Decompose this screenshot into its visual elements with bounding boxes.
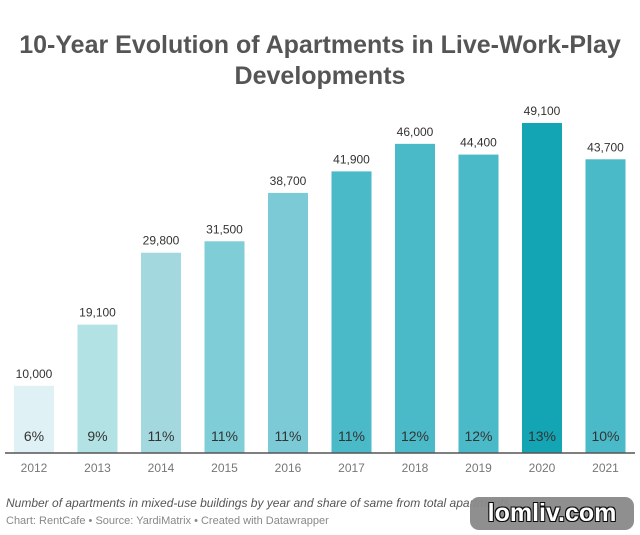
- share-label: 11%: [211, 428, 238, 444]
- value-label: 46,000: [397, 125, 434, 139]
- share-label: 11%: [338, 428, 365, 444]
- bar-2020: [522, 123, 562, 453]
- value-label: 10,000: [16, 367, 53, 381]
- bar-2015: [204, 241, 245, 453]
- share-label: 12%: [464, 428, 492, 444]
- share-label: 11%: [275, 428, 302, 444]
- bar-2019: [458, 154, 499, 453]
- bar-2013: [77, 324, 118, 453]
- x-tick-label: 2021: [592, 461, 619, 475]
- x-tick-label: 2015: [211, 461, 238, 475]
- x-tick-label: 2018: [402, 461, 429, 475]
- x-tick-label: 2012: [21, 461, 48, 475]
- value-label: 19,100: [79, 306, 116, 320]
- bar-2014: [141, 252, 181, 453]
- value-label: 41,900: [333, 152, 370, 166]
- bar-2017: [331, 171, 372, 453]
- bar-chart: 10,000 6% 2012 19,100 9% 2013 29,800 11% 2014 31,…: [5, 104, 635, 475]
- bar-2012: [14, 385, 54, 453]
- chart-title: 10-Year Evolution of Apartments in Live-…: [19, 31, 621, 90]
- share-label: 12%: [401, 428, 429, 444]
- x-tick-label: 2013: [84, 461, 111, 475]
- share-label: 10%: [591, 428, 619, 444]
- value-label: 49,100: [524, 104, 561, 118]
- share-label: 9%: [87, 428, 107, 444]
- bar-2018: [395, 143, 435, 454]
- chart-source: Chart: RentCafe • Source: YardiMatrix • …: [6, 515, 329, 527]
- value-label: 29,800: [143, 234, 180, 248]
- x-tick-label: 2020: [529, 461, 556, 475]
- share-label: 13%: [528, 428, 556, 444]
- share-label: 6%: [24, 428, 44, 444]
- x-tick-label: 2019: [465, 461, 492, 475]
- value-label: 43,700: [587, 140, 624, 154]
- bar-2016: [268, 192, 308, 453]
- x-tick-label: 2017: [338, 461, 365, 475]
- x-tick-label: 2016: [275, 461, 302, 475]
- chart-description: Number of apartments in mixed-use buildi…: [6, 496, 510, 510]
- share-label: 11%: [148, 428, 175, 444]
- value-label: 31,500: [206, 222, 243, 236]
- bar-2021: [585, 159, 626, 453]
- watermark-logo: lomliv.com: [470, 497, 634, 530]
- value-label: 38,700: [270, 174, 307, 188]
- value-label: 44,400: [460, 136, 497, 150]
- x-tick-label: 2014: [148, 461, 175, 475]
